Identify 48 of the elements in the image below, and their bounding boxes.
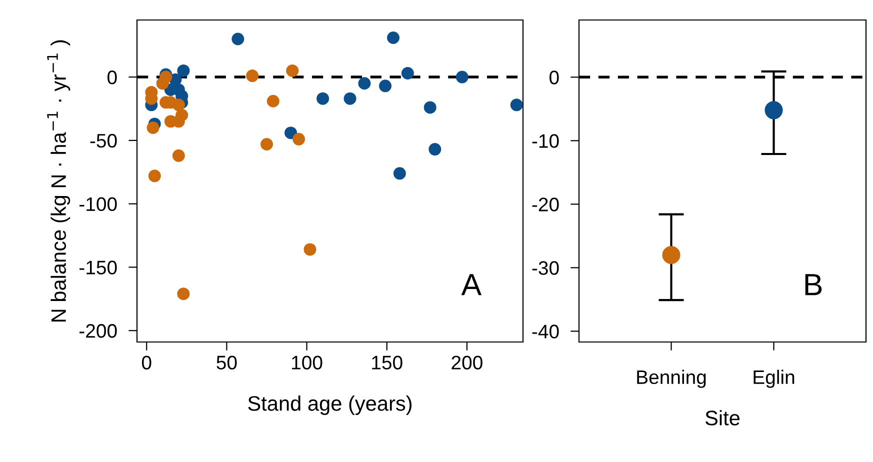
point [160,70,172,84]
x-tick-label: Benning [637,370,706,388]
x-tick-label: 0 [142,356,152,370]
point [379,80,392,92]
point [344,92,356,105]
x-tick-label: 50 [216,356,237,370]
point [316,92,330,105]
y-tick-label: -200 [80,324,117,338]
y-tick-label: -150 [80,260,117,274]
point [286,64,299,77]
point [358,77,371,90]
x-axis-title: Site [706,410,740,426]
point [393,167,406,180]
y-tick-label: 0 [108,70,117,84]
point [177,288,190,300]
x-tick-label: 150 [372,356,402,370]
point [146,122,160,134]
y-axis-title: N balance (kg N · ha$^{−1}$ · yr$^{−1}$ ) [47,40,70,322]
point [510,98,523,112]
x-tick-label: 200 [452,356,482,370]
point [428,143,442,156]
annotation: B [805,274,822,296]
y-tick-label: -10 [532,134,559,148]
point [456,70,468,84]
annotation: A [461,274,482,296]
y-tick-label: -20 [532,198,559,212]
point [292,132,306,146]
point [232,32,244,46]
y-tick-label: -50 [90,134,117,148]
point [246,70,259,82]
point [148,170,161,182]
x-tick-label: 100 [292,356,322,370]
x-axis-title: Stand age (years) [248,396,412,415]
point [177,64,190,77]
y-tick-label: -30 [532,261,559,275]
point [260,138,273,150]
y-tick-label: 0 [550,70,559,84]
point [266,94,280,108]
point [401,66,414,80]
point [172,149,185,162]
point [284,126,298,140]
point [304,243,316,256]
x-tick-label: Eglin [754,370,794,388]
point [387,31,400,44]
point [424,101,436,114]
y-tick-label: -100 [80,197,117,212]
y-tick-label: -40 [532,324,559,338]
point [172,98,185,112]
